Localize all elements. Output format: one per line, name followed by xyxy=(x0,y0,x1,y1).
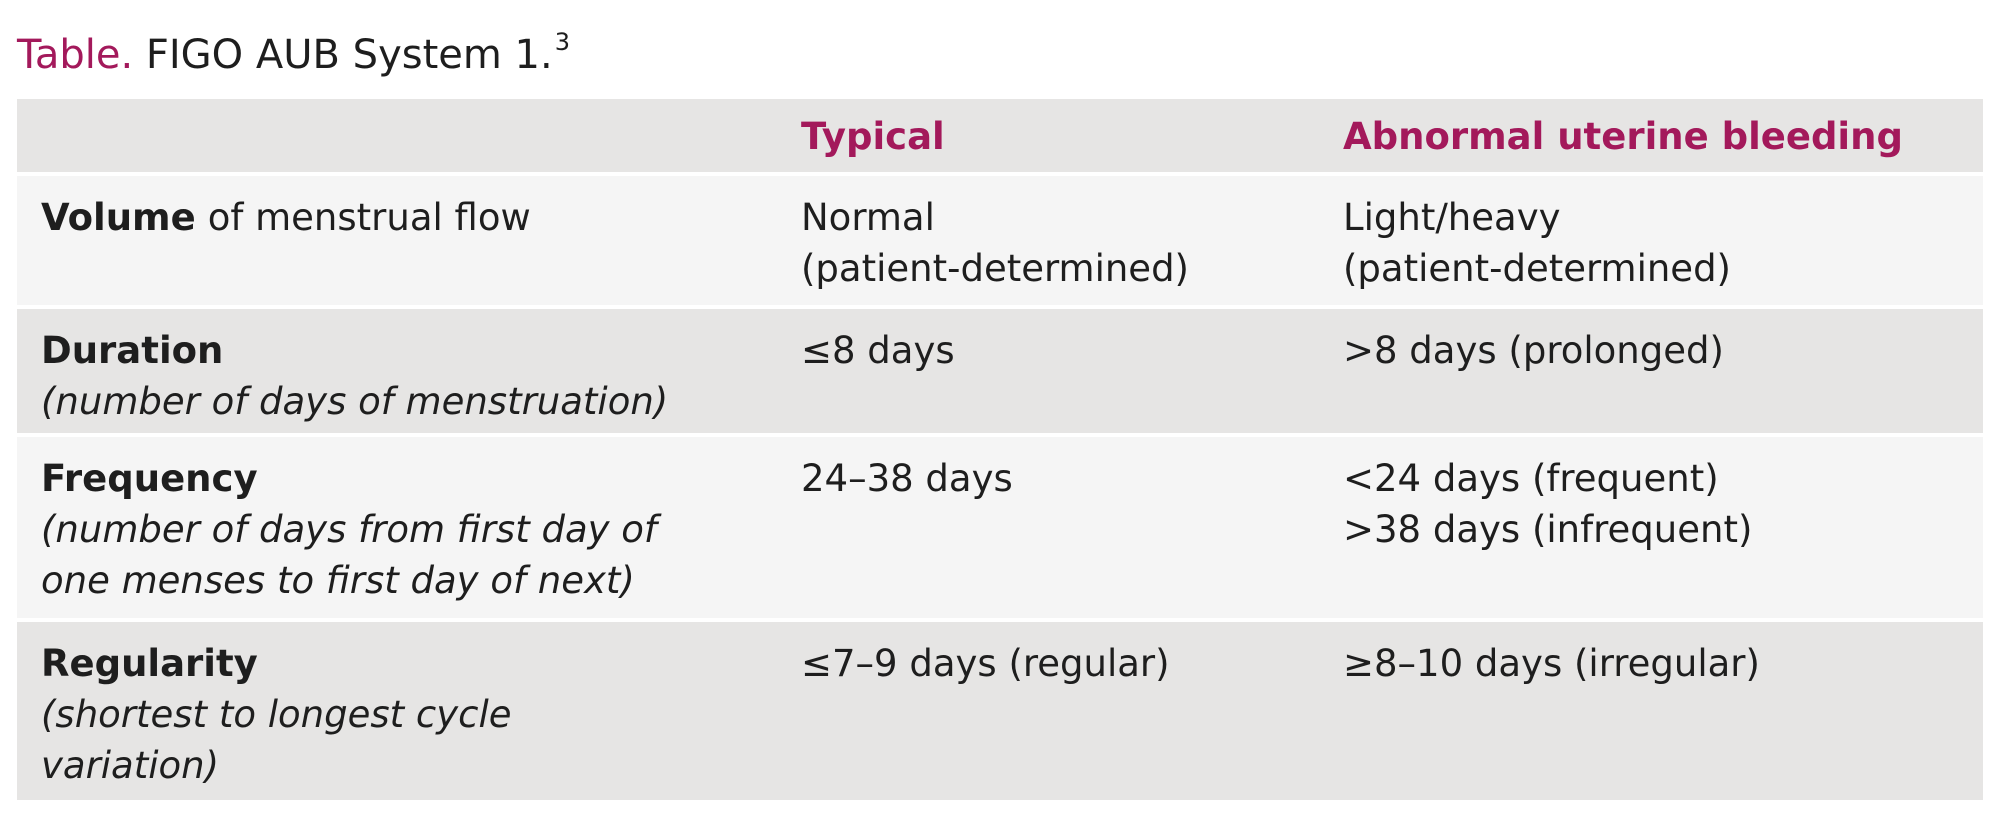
table-row: Regularity (shortest to longest cycle vari… xyxy=(17,622,1983,800)
row-label-cell: Duration (number of days of menstruation) xyxy=(41,325,668,427)
row-description: (number of days from first day of xyxy=(41,508,657,551)
label-line: Duration xyxy=(41,325,668,376)
row-description: (shortest to longest cycle xyxy=(41,693,512,736)
abnormal-value: ≥8–10 days (irregular) xyxy=(1343,642,1760,685)
table: Typical Abnormal uterine bleeding Volume of… xyxy=(17,99,1983,804)
row-label: Duration xyxy=(41,329,224,372)
abnormal-value: <24 days (frequent) xyxy=(1343,457,1719,500)
typical-cell: 24–38 days xyxy=(801,453,1013,504)
abnormal-cell: <24 days (frequent) >38 days (infrequent) xyxy=(1343,453,1752,555)
label-line: Volume of menstrual flow xyxy=(41,192,531,243)
typical-value: 24–38 days xyxy=(801,457,1013,500)
label-suffix: of menstrual flow xyxy=(207,196,531,239)
table-title: Table. FIGO AUB System 1.3 xyxy=(17,14,570,83)
table-row: Duration (number of days of menstruation)… xyxy=(17,309,1983,433)
row-description: variation) xyxy=(41,744,220,787)
table-row: Frequency (number of days from first day … xyxy=(17,437,1983,618)
label-line: Regularity xyxy=(41,638,512,689)
title-label: Table. xyxy=(17,32,134,78)
row-label-cell: Volume of menstrual flow xyxy=(41,192,531,243)
typical-value: (patient-determined) xyxy=(801,247,1189,290)
typical-cell: ≤8 days xyxy=(801,325,955,376)
abnormal-cell: ≥8–10 days (irregular) xyxy=(1343,638,1760,689)
abnormal-value: (patient-determined) xyxy=(1343,247,1731,290)
typical-value: Normal xyxy=(801,196,935,239)
label-line: Frequency xyxy=(41,453,657,504)
table-row: Volume of menstrual flow Normal (patient-de… xyxy=(17,176,1983,305)
row-label: Volume xyxy=(41,196,196,239)
abnormal-value: >38 days (infrequent) xyxy=(1343,508,1753,551)
row-description: one menses to first day of next) xyxy=(41,559,635,602)
abnormal-cell: >8 days (prolonged) xyxy=(1343,325,1724,376)
row-label: Regularity xyxy=(41,642,258,685)
typical-cell: ≤7–9 days (regular) xyxy=(801,638,1170,689)
abnormal-value: Light/heavy xyxy=(1343,196,1561,239)
column-header: Typical xyxy=(801,115,945,158)
abnormal-cell: Light/heavy (patient-determined) xyxy=(1343,192,1731,294)
title-text: FIGO AUB System 1. xyxy=(145,32,553,78)
header-row: Typical Abnormal uterine bleeding xyxy=(17,99,1983,172)
row-label-cell: Frequency (number of days from first day … xyxy=(41,453,657,606)
abnormal-value: >8 days (prolonged) xyxy=(1343,329,1724,372)
typical-value: ≤8 days xyxy=(801,329,955,372)
row-description: (number of days of menstruation) xyxy=(41,380,669,423)
row-label-cell: Regularity (shortest to longest cycle vari… xyxy=(41,638,512,791)
typical-value: ≤7–9 days (regular) xyxy=(801,642,1170,685)
typical-cell: Normal (patient-determined) xyxy=(801,192,1189,294)
title-ref: 3 xyxy=(554,28,570,56)
column-header: Abnormal uterine bleeding xyxy=(1343,115,1903,158)
row-label: Frequency xyxy=(41,457,258,500)
